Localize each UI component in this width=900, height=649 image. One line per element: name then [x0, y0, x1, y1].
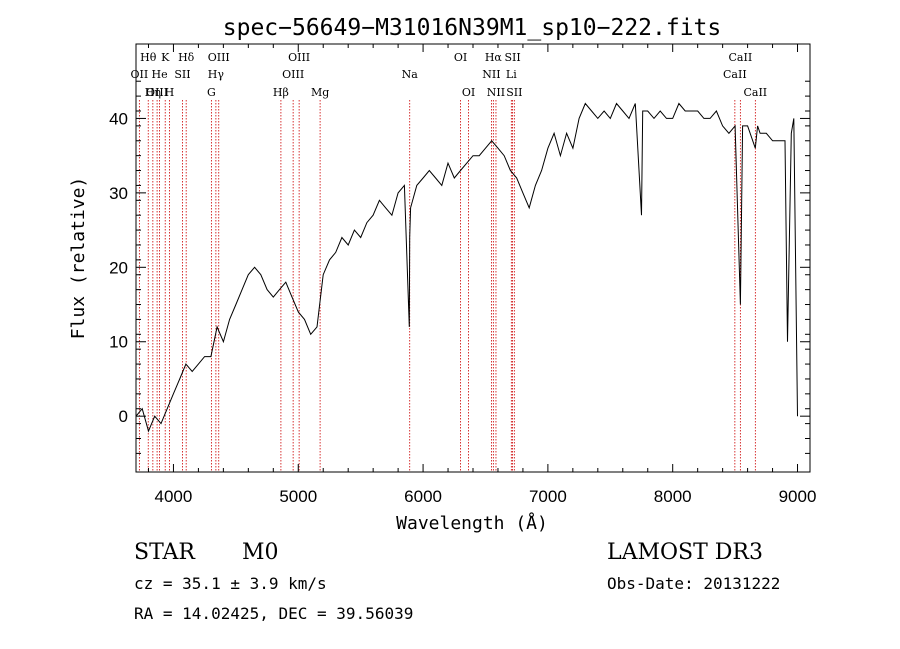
line-label: G [207, 86, 216, 99]
line-label: Na [402, 68, 419, 81]
line-label: He [152, 68, 168, 81]
x-tick-label: 5000 [279, 487, 317, 506]
y-axis: 0 10 20 30 40 [109, 80, 810, 454]
line-label: OIII [146, 86, 168, 99]
line-label: Hα [485, 51, 503, 64]
y-tick-label: 10 [109, 333, 128, 352]
x-tick-label: 8000 [654, 487, 692, 506]
line-label: OIII [288, 51, 310, 64]
line-label: OIII [208, 51, 230, 64]
y-tick-label: 0 [119, 407, 128, 426]
y-tick-label: 40 [109, 109, 128, 128]
x-axis-label: Wavelength (Å) [396, 512, 548, 534]
line-label: Hθ [140, 51, 157, 64]
obs-date: Obs-Date: 20131222 [607, 574, 781, 593]
x-tick-label: 7000 [529, 487, 567, 506]
class-label: STAR [134, 540, 195, 565]
y-tick-label: 30 [109, 184, 128, 203]
line-label: SII [506, 86, 522, 99]
line-markers [138, 100, 756, 472]
subclass-label: M0 [242, 540, 279, 565]
line-label: K [161, 51, 170, 64]
y-tick-label: 20 [109, 258, 128, 277]
survey-label: LAMOST DR3 [607, 540, 763, 565]
coordinates: RA = 14.02425, DEC = 39.56039 [134, 604, 414, 623]
x-tick-label: 4000 [155, 487, 193, 506]
line-label: Hγ [208, 68, 225, 81]
x-tick-label: 9000 [779, 487, 817, 506]
line-label: CaII [743, 86, 767, 99]
line-label: NII [487, 86, 505, 99]
y-axis-label: Flux (relative) [68, 177, 89, 340]
line-label: OIII [282, 68, 304, 81]
x-axis: 4000 5000 6000 7000 8000 9000 [147, 44, 817, 506]
line-label: SII [174, 68, 190, 81]
line-label: CaII [723, 68, 747, 81]
line-label: NII [482, 68, 500, 81]
line-label: CaII [729, 51, 753, 64]
spectrum-line [135, 102, 798, 433]
line-label: OII [131, 68, 149, 81]
plot-frame [135, 43, 811, 473]
line-label: SII [504, 51, 520, 64]
line-label: Li [506, 68, 517, 81]
line-label: Mg [311, 86, 329, 99]
line-label: OI [462, 86, 475, 99]
line-label: Hδ [178, 51, 195, 64]
line-label: Hβ [273, 86, 289, 99]
line-label: OI [454, 51, 467, 64]
chart-title: spec−56649−M31016N39M1_sp10−222.fits [223, 15, 722, 41]
line-label: Hη [145, 86, 161, 99]
cz-value: cz = 35.1 ± 3.9 km/s [134, 574, 327, 593]
x-tick-label: 6000 [404, 487, 442, 506]
spectrum-chart: spec−56649−M31016N39M1_sp10−222.fits 400… [68, 15, 817, 534]
line-label: H [165, 86, 175, 99]
line-labels: Hθ OII OIII He K Hη SII H Hδ OIII Hγ G Hβ OIII OIII Mg N… [131, 51, 768, 99]
